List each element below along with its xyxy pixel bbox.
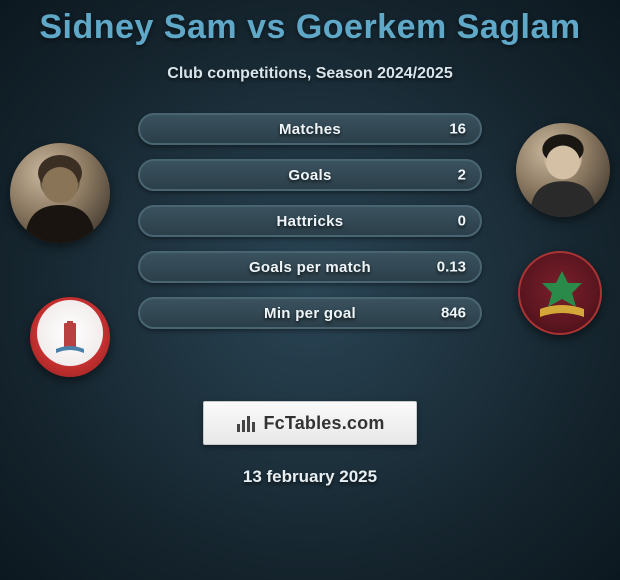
stat-value-right: 0.13 [437,259,466,276]
date-label: 13 february 2025 [0,467,620,487]
stat-bar-goals: Goals 2 [138,159,482,191]
bar-chart-icon [235,412,257,434]
brand-label: FcTables.com [263,413,384,434]
stat-bar-hattricks: Hattricks 0 [138,205,482,237]
player-right-avatar [516,123,610,217]
stat-bar-matches: Matches 16 [138,113,482,145]
stat-label: Goals [288,167,331,184]
stat-label: Matches [279,121,341,138]
stat-bar-min-per-goal: Min per goal 846 [138,297,482,329]
club-right-badge [518,251,602,335]
stat-bars: Matches 16 Goals 2 Hattricks 0 Goals per… [138,113,482,343]
stat-bar-goals-per-match: Goals per match 0.13 [138,251,482,283]
stat-value-right: 846 [441,305,466,322]
club-badge-icon [520,253,604,337]
comparison-arena: Matches 16 Goals 2 Hattricks 0 Goals per… [0,113,620,373]
avatar-placeholder-icon [516,123,610,217]
player-left-avatar [10,143,110,243]
stat-label: Min per goal [264,305,356,322]
club-badge-icon [50,317,90,357]
stat-label: Hattricks [277,213,344,230]
stat-value-right: 2 [458,167,466,184]
club-left-badge [30,297,110,377]
subtitle: Club competitions, Season 2024/2025 [0,65,620,83]
stat-label: Goals per match [249,259,371,276]
stat-value-right: 0 [458,213,466,230]
avatar-placeholder-icon [10,143,110,243]
page-title: Sidney Sam vs Goerkem Saglam [0,0,620,47]
stat-value-right: 16 [449,121,466,138]
brand-badge[interactable]: FcTables.com [203,401,417,445]
